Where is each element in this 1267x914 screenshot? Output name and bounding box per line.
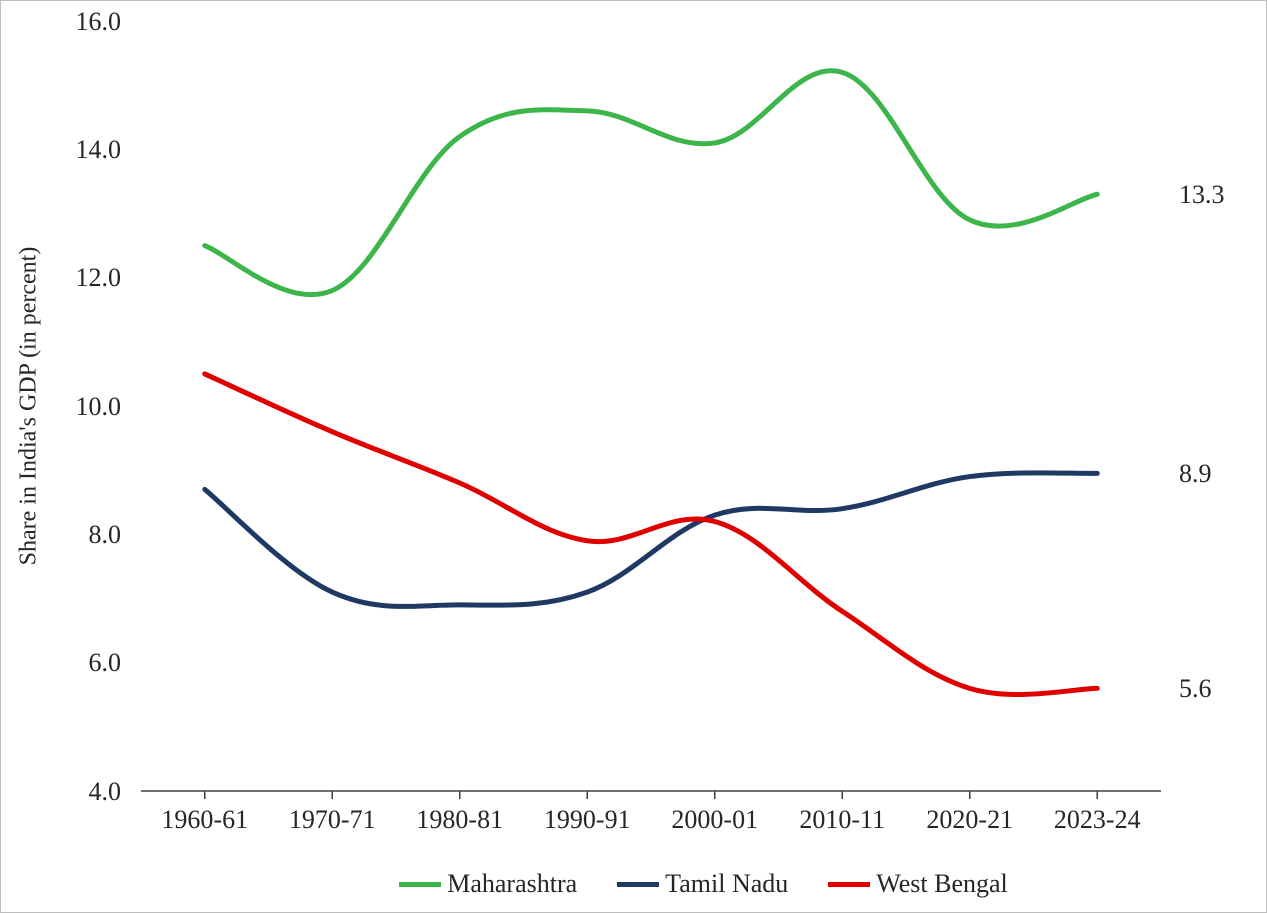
y-tick-label: 14.0 bbox=[76, 135, 122, 165]
x-tick-label: 2020-21 bbox=[926, 805, 1013, 835]
y-tick-label: 6.0 bbox=[89, 648, 122, 678]
legend-label: West Bengal bbox=[876, 869, 1008, 899]
line-chart-svg bbox=[1, 1, 1267, 914]
y-tick-label: 10.0 bbox=[76, 392, 122, 422]
legend-item: West Bengal bbox=[828, 869, 1008, 899]
series-line-west bengal bbox=[205, 374, 1098, 695]
x-tick-label: 2023-24 bbox=[1054, 805, 1141, 835]
legend-label: Maharashtra bbox=[447, 869, 577, 899]
chart-frame: Share in India's GDP (in percent) 4.06.0… bbox=[0, 0, 1267, 913]
legend-swatch bbox=[617, 882, 659, 887]
y-tick-label: 16.0 bbox=[76, 7, 122, 37]
chart-legend: Maharashtra Tamil Nadu West Bengal bbox=[194, 869, 1214, 899]
x-tick-label: 1970-71 bbox=[289, 805, 376, 835]
x-tick-label: 2010-11 bbox=[799, 805, 885, 835]
x-tick-label: 1980-81 bbox=[416, 805, 503, 835]
x-tick-label: 2000-01 bbox=[671, 805, 758, 835]
x-tick-label: 1960-61 bbox=[161, 805, 248, 835]
y-tick-label: 4.0 bbox=[89, 777, 122, 807]
legend-label: Tamil Nadu bbox=[665, 869, 788, 899]
series-end-label: 5.6 bbox=[1179, 674, 1212, 704]
y-tick-label: 12.0 bbox=[76, 263, 122, 293]
y-tick-label: 8.0 bbox=[89, 520, 122, 550]
series-line-maharashtra bbox=[205, 71, 1098, 295]
legend-item: Tamil Nadu bbox=[617, 869, 788, 899]
series-end-label: 13.3 bbox=[1179, 180, 1225, 210]
legend-swatch bbox=[399, 882, 441, 887]
x-tick-label: 1990-91 bbox=[544, 805, 631, 835]
legend-item: Maharashtra bbox=[399, 869, 577, 899]
legend-swatch bbox=[828, 882, 870, 887]
series-end-label: 8.9 bbox=[1179, 459, 1212, 489]
series-line-tamil nadu bbox=[205, 473, 1098, 607]
